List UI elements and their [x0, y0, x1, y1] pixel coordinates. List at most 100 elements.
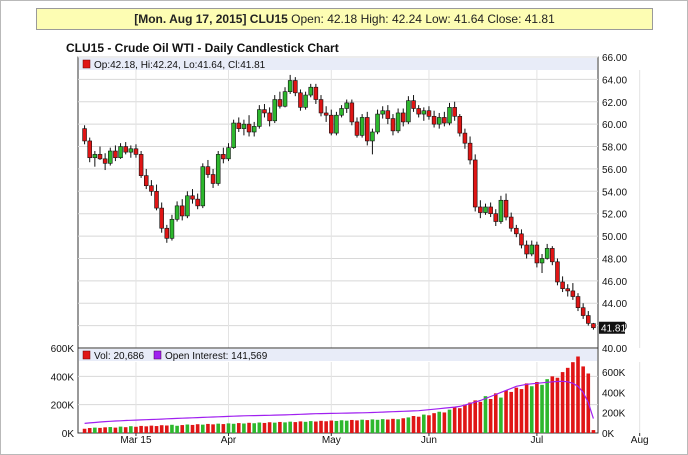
volume-bar: [288, 421, 292, 433]
candle-body: [503, 199, 509, 218]
volume-bar: [560, 372, 565, 433]
candle-body: [287, 80, 293, 92]
volume-tick-label: 400K: [51, 372, 75, 383]
candle: [575, 293, 581, 312]
candle-body: [462, 132, 468, 144]
candle-body: [447, 107, 452, 124]
volume-bar: [344, 420, 349, 433]
volume-bar: [416, 416, 421, 433]
candle-body: [385, 110, 391, 119]
candle: [447, 102, 452, 126]
candle: [344, 99, 349, 113]
candle: [395, 108, 401, 134]
candle: [400, 108, 406, 127]
candle: [442, 111, 447, 127]
close-value: 41.81: [524, 12, 555, 26]
candle: [411, 95, 416, 112]
candle-body: [308, 86, 313, 96]
candle-body: [138, 154, 144, 176]
x-tick-label: May: [322, 435, 341, 446]
candle-body: [586, 315, 591, 324]
x-tick-label: Aug: [631, 435, 649, 446]
candle-body: [493, 213, 499, 222]
last-price-label: 41.81: [601, 324, 626, 335]
volume-bar: [504, 390, 508, 433]
volume-bar: [308, 421, 313, 433]
oi-legend-swatch: [153, 350, 162, 360]
candle-body: [298, 92, 303, 108]
candle: [380, 106, 385, 119]
candle: [159, 202, 164, 233]
candle: [431, 110, 437, 128]
candle-body: [174, 205, 180, 220]
candle-body: [303, 94, 308, 108]
candle: [313, 83, 319, 105]
candle: [519, 229, 524, 249]
candle-body: [97, 154, 103, 160]
candle-body: [92, 154, 98, 159]
candle-body: [344, 102, 349, 109]
candle: [323, 106, 329, 122]
candle-body: [349, 102, 355, 123]
volume-bar: [468, 402, 472, 433]
candle: [570, 283, 576, 300]
volume-bar: [118, 426, 123, 433]
candle-body: [210, 174, 216, 184]
price-tick-label: 54.00: [602, 187, 627, 198]
volume-bar: [499, 397, 503, 433]
volume-bar: [576, 356, 580, 433]
price-tick-label: 48.00: [602, 254, 627, 265]
x-tick-label: Mar 15: [120, 435, 152, 446]
candle-body: [380, 110, 385, 115]
volume-bar: [478, 401, 483, 433]
candle-body: [313, 86, 319, 100]
volume-bar: [103, 427, 107, 433]
volume-tick-label: 0K: [62, 429, 75, 440]
candle: [123, 142, 128, 155]
volume-bar: [180, 425, 185, 433]
candle-body: [580, 307, 586, 316]
candle-body: [406, 100, 411, 123]
candle: [113, 145, 118, 162]
volume-bar: [581, 366, 585, 433]
candle: [236, 117, 242, 132]
volume-bar: [170, 424, 174, 433]
candle: [205, 159, 211, 178]
candle: [385, 105, 391, 125]
candle: [349, 99, 355, 126]
candle: [267, 107, 272, 127]
volume-bar: [540, 384, 544, 433]
price-tick-label: 60.00: [602, 120, 627, 131]
volume-bar: [319, 420, 323, 433]
candle: [508, 212, 514, 232]
volume-bar: [339, 420, 344, 433]
volume-bar: [139, 425, 143, 433]
volume-legend-swatch: [82, 350, 91, 360]
candle: [503, 193, 509, 221]
quote-date: [Mon. Aug 17, 2015]: [134, 12, 247, 26]
candle-body: [108, 150, 113, 164]
candle-body: [123, 146, 128, 153]
candle-body: [200, 166, 206, 207]
candle-body: [293, 80, 298, 94]
candle-body: [87, 140, 92, 159]
volume-bar: [236, 423, 241, 433]
volume-bar: [555, 377, 560, 433]
volume-bar: [298, 421, 303, 433]
candle-body: [215, 154, 221, 184]
volume-bar: [129, 426, 133, 433]
volume-bar: [365, 420, 370, 433]
candle: [293, 77, 298, 97]
volume-bar: [211, 424, 215, 433]
candle: [436, 112, 442, 129]
candle: [457, 114, 463, 137]
candle-body: [334, 114, 339, 134]
candle: [591, 322, 596, 330]
high-value: 42.24: [391, 12, 422, 26]
candle: [215, 151, 221, 186]
candle: [339, 105, 344, 118]
candle-body: [205, 166, 211, 175]
candle-body: [483, 206, 488, 213]
candle-body: [179, 205, 185, 217]
candle-body: [416, 108, 421, 115]
